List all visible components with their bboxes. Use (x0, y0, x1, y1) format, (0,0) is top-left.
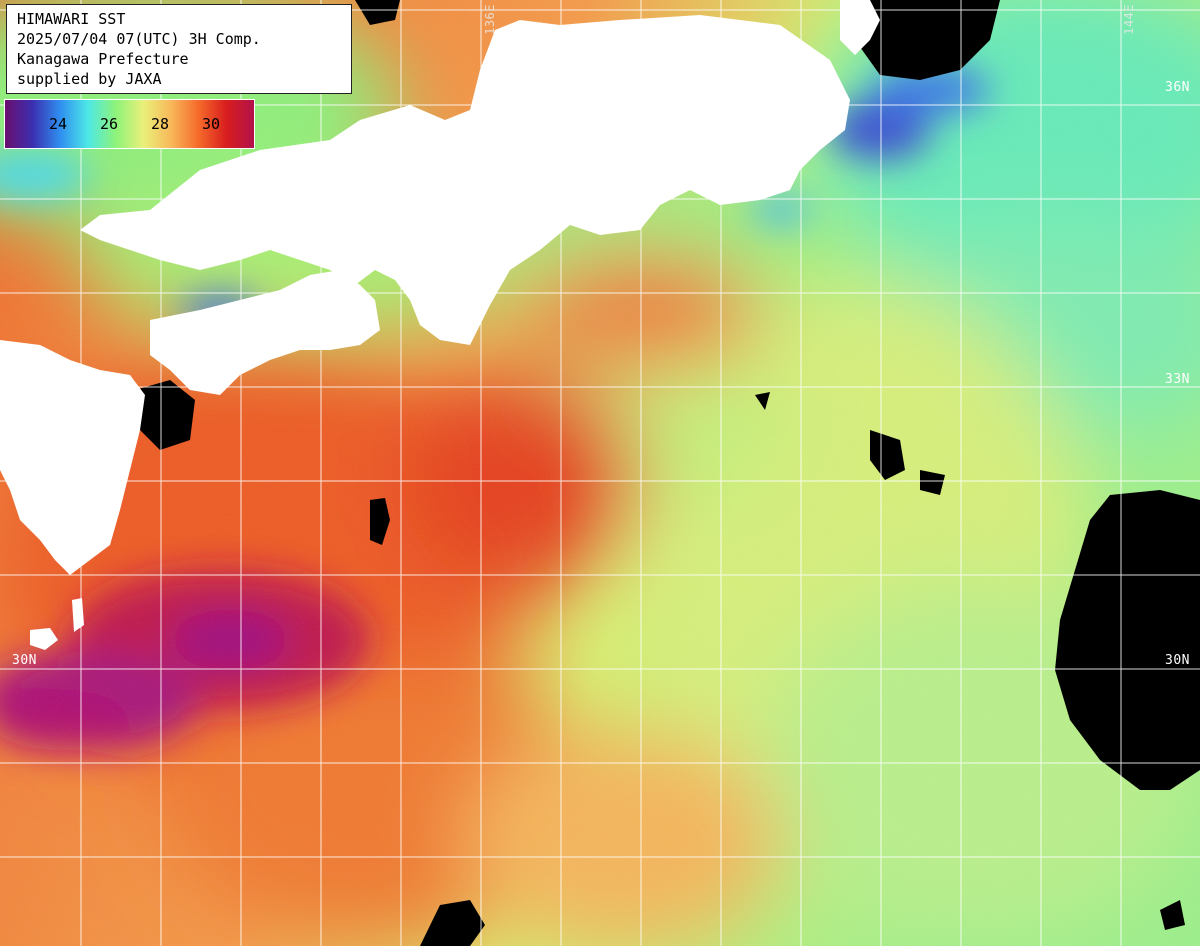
missing-data (135, 0, 1200, 946)
lat-label-30n-left: 30N (12, 653, 37, 668)
lon-label-144e: 144E (1122, 4, 1136, 35)
lon-label-136e: 136E (483, 4, 497, 35)
scale-tick-26: 26 (99, 115, 119, 133)
small-island (485, 150, 500, 175)
timestamp: 2025/07/04 07(UTC) 3H Comp. (17, 30, 261, 48)
info-box: HIMAWARI SST 2025/07/04 07(UTC) 3H Comp.… (6, 4, 352, 94)
shikoku (150, 270, 380, 395)
lat-label-36n: 36N (1165, 80, 1190, 95)
kyushu (0, 340, 145, 575)
color-scale: 24 26 28 30 (4, 99, 255, 149)
kii-peninsula (400, 240, 440, 300)
land (0, 0, 880, 650)
data-source: supplied by JAXA (17, 70, 162, 88)
honshu-north (840, 0, 880, 55)
organization: Kanagawa Prefecture (17, 50, 189, 68)
scale-tick-24: 24 (48, 115, 68, 133)
honshu (80, 15, 850, 345)
lat-label-30n-right: 30N (1165, 653, 1190, 668)
scale-tick-28: 28 (150, 115, 170, 133)
tanegashima (30, 628, 58, 650)
color-scale-bar (5, 100, 254, 148)
scale-tick-30: 30 (201, 115, 221, 133)
product-title: HIMAWARI SST (17, 10, 126, 28)
lat-label-33n: 33N (1165, 372, 1190, 387)
